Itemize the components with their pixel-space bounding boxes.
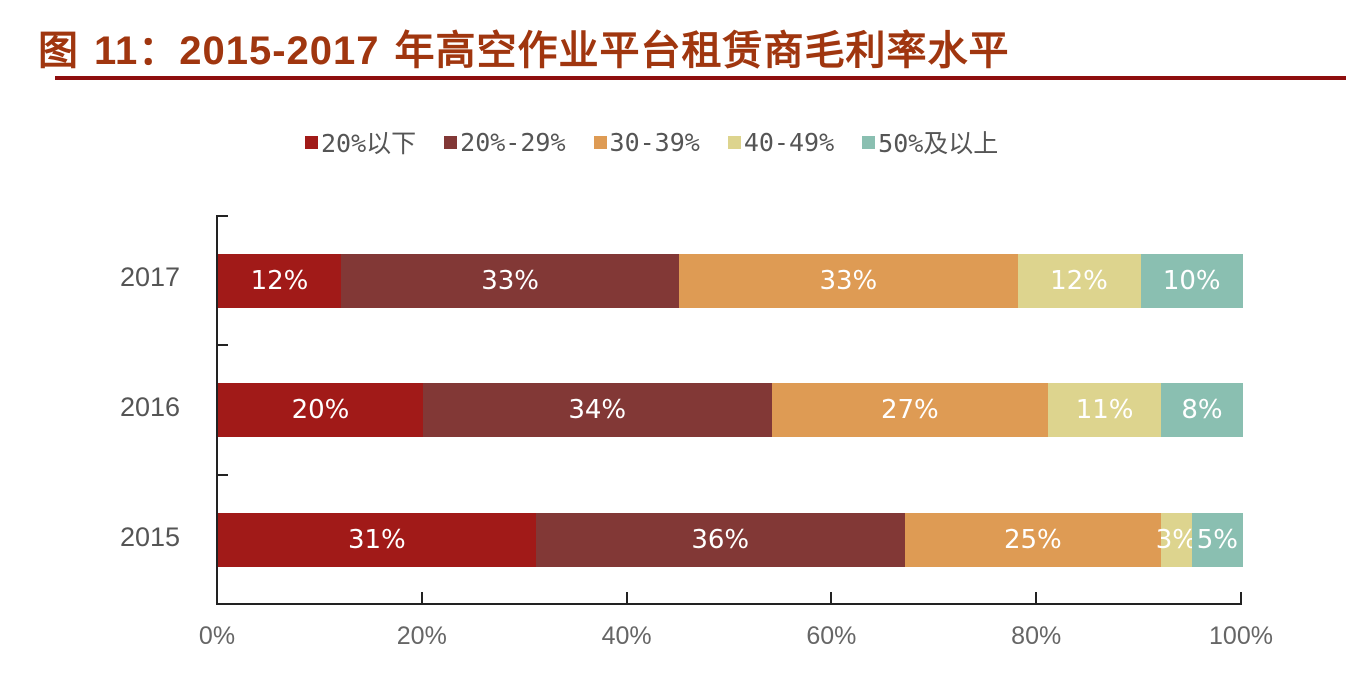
- y-tick: [216, 215, 228, 217]
- data-label: 27%: [880, 395, 939, 425]
- bar-2015: 31% 36% 25% 3% 5%: [218, 513, 1243, 567]
- y-label-2016: 2016: [120, 392, 181, 422]
- bar-segment: 12%: [218, 254, 341, 308]
- data-label: 3%: [1155, 525, 1197, 555]
- legend-item: 20%以下: [305, 124, 416, 160]
- data-label: 20%: [291, 395, 350, 425]
- x-tick: [420, 592, 423, 604]
- legend-swatch-icon: [862, 135, 876, 149]
- bar-segment: 31%: [218, 513, 536, 567]
- y-tick: [216, 344, 228, 346]
- x-tick-label: 60%: [806, 622, 857, 650]
- data-label: 12%: [1050, 266, 1108, 296]
- x-tick-label: 0%: [198, 622, 236, 650]
- data-label: 25%: [1003, 525, 1062, 555]
- bar-segment: 11%: [1048, 383, 1161, 437]
- data-label: 33%: [819, 266, 878, 296]
- legend-label: 50%及以上: [878, 129, 999, 158]
- data-label: 31%: [347, 525, 406, 555]
- bar-2016: 20% 34% 27% 11% 8%: [218, 383, 1243, 437]
- bar-segment: 36%: [535, 513, 905, 567]
- bar-segment: 12%: [1017, 254, 1141, 308]
- bar-2017: 12% 33% 33% 12% 10%: [218, 254, 1243, 308]
- x-tick: [830, 592, 833, 604]
- legend-swatch-icon: [593, 135, 607, 149]
- y-label-2015: 2015: [120, 522, 181, 552]
- x-tick-label: 40%: [601, 622, 652, 650]
- legend-item: 50%及以上: [862, 124, 998, 160]
- legend-swatch-icon: [727, 135, 741, 149]
- x-axis: [216, 603, 1242, 605]
- bar-segment: 33%: [341, 254, 680, 308]
- data-label: 33%: [481, 266, 540, 296]
- legend-label: 30-39%: [609, 127, 700, 157]
- data-label: 34%: [568, 395, 627, 425]
- y-axis: [216, 215, 218, 605]
- x-tick: [625, 592, 628, 604]
- legend: 20%以下 20%-29% 30-39% 40-49% 50%及以上: [305, 124, 1026, 160]
- bar-segment: 27%: [771, 383, 1049, 437]
- x-tick: [1240, 592, 1242, 604]
- data-label: 8%: [1181, 395, 1223, 425]
- legend-item: 30-39%: [593, 124, 700, 160]
- y-label-2017: 2017: [120, 262, 181, 292]
- data-label: 10%: [1162, 266, 1221, 296]
- data-label: 5%: [1196, 525, 1238, 555]
- title-underline: [55, 76, 1346, 80]
- bar-segment: 25%: [904, 513, 1161, 567]
- x-tick: [1035, 592, 1038, 604]
- legend-label: 40-49%: [743, 127, 835, 157]
- bar-segment: 8%: [1161, 383, 1243, 437]
- y-tick: [216, 474, 228, 476]
- x-tick-label: 100%: [1209, 622, 1273, 650]
- bar-segment: 10%: [1140, 254, 1243, 308]
- bar-segment: 33%: [679, 254, 1018, 308]
- bar-segment: 20%: [218, 383, 423, 437]
- data-label: 12%: [250, 266, 309, 296]
- legend-label: 20%-29%: [460, 127, 566, 157]
- x-tick-label: 20%: [396, 622, 447, 650]
- bar-segment: 5%: [1191, 513, 1243, 567]
- legend-label: 20%以下: [321, 129, 417, 158]
- bar-segment: 3%: [1156, 513, 1197, 567]
- legend-item: 20%-29%: [444, 124, 566, 160]
- data-label: 36%: [691, 525, 750, 555]
- data-label: 11%: [1075, 395, 1134, 425]
- legend-swatch-icon: [444, 135, 458, 149]
- chart-title: 图 11：2015-2017 年高空作业平台租赁商毛利率水平: [38, 27, 1010, 74]
- legend-swatch-icon: [305, 135, 318, 149]
- legend-item: 40-49%: [727, 124, 835, 160]
- bar-segment: 34%: [423, 383, 772, 437]
- x-tick-label: 80%: [1011, 622, 1062, 650]
